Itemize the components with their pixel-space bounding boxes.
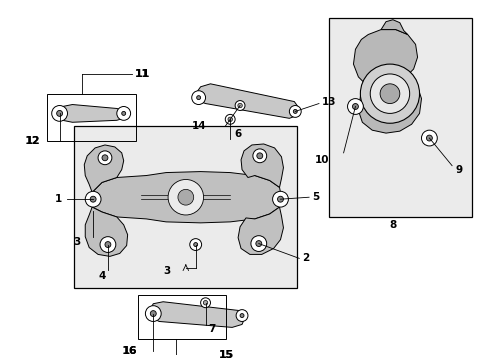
Circle shape	[379, 84, 399, 104]
Text: 15: 15	[218, 350, 232, 360]
Circle shape	[85, 191, 101, 207]
Circle shape	[168, 180, 203, 215]
Text: 12: 12	[24, 136, 40, 146]
Polygon shape	[195, 84, 299, 118]
Text: 13: 13	[321, 96, 336, 107]
Circle shape	[252, 149, 266, 163]
Text: 15: 15	[218, 350, 233, 360]
Text: 4: 4	[98, 271, 105, 281]
Bar	[328, 18, 471, 217]
Polygon shape	[149, 302, 244, 327]
Circle shape	[255, 240, 261, 247]
Circle shape	[200, 298, 210, 308]
Text: 11: 11	[134, 69, 149, 79]
Circle shape	[145, 306, 161, 321]
Circle shape	[178, 189, 193, 205]
Circle shape	[240, 314, 244, 318]
Text: 14: 14	[191, 121, 206, 131]
Circle shape	[102, 155, 108, 161]
Circle shape	[193, 243, 197, 247]
Text: 12: 12	[25, 136, 40, 146]
Circle shape	[250, 236, 266, 251]
Polygon shape	[380, 20, 407, 35]
Circle shape	[117, 107, 130, 120]
Circle shape	[352, 104, 358, 109]
Polygon shape	[241, 144, 283, 187]
Text: 11: 11	[134, 69, 150, 79]
Polygon shape	[238, 207, 283, 255]
Text: 1: 1	[55, 194, 62, 204]
Text: 10: 10	[314, 155, 328, 165]
Circle shape	[236, 310, 247, 321]
Bar	[47, 94, 135, 141]
Circle shape	[421, 130, 436, 146]
Text: 6: 6	[234, 129, 241, 139]
Circle shape	[225, 114, 235, 124]
Circle shape	[150, 311, 156, 316]
Circle shape	[235, 100, 244, 111]
Circle shape	[52, 105, 67, 121]
Text: 9: 9	[454, 165, 461, 175]
Circle shape	[98, 151, 112, 165]
Circle shape	[277, 196, 283, 202]
Polygon shape	[84, 145, 123, 192]
Circle shape	[100, 237, 116, 252]
Text: 7: 7	[208, 324, 215, 334]
Circle shape	[293, 109, 297, 113]
Text: 16: 16	[123, 346, 137, 356]
Circle shape	[289, 105, 301, 117]
Circle shape	[237, 103, 242, 108]
Text: 3: 3	[73, 237, 80, 247]
Circle shape	[347, 99, 363, 114]
Polygon shape	[58, 104, 126, 122]
Circle shape	[203, 301, 207, 305]
Text: 8: 8	[388, 220, 396, 230]
Bar	[74, 126, 297, 288]
Circle shape	[369, 74, 409, 113]
Circle shape	[191, 91, 205, 104]
Text: 16: 16	[122, 346, 137, 356]
Circle shape	[122, 112, 125, 115]
Circle shape	[90, 196, 96, 202]
Text: 2: 2	[302, 253, 309, 264]
Circle shape	[272, 191, 288, 207]
Circle shape	[256, 153, 262, 159]
Circle shape	[105, 242, 111, 248]
Bar	[137, 295, 226, 339]
Polygon shape	[89, 172, 281, 223]
Polygon shape	[353, 30, 421, 133]
Text: 3: 3	[163, 266, 171, 276]
Text: 5: 5	[311, 192, 319, 202]
Circle shape	[189, 239, 201, 251]
Polygon shape	[85, 207, 127, 256]
Circle shape	[360, 64, 419, 123]
Circle shape	[57, 111, 62, 116]
Circle shape	[426, 135, 431, 141]
Circle shape	[196, 96, 200, 100]
Circle shape	[227, 117, 232, 122]
